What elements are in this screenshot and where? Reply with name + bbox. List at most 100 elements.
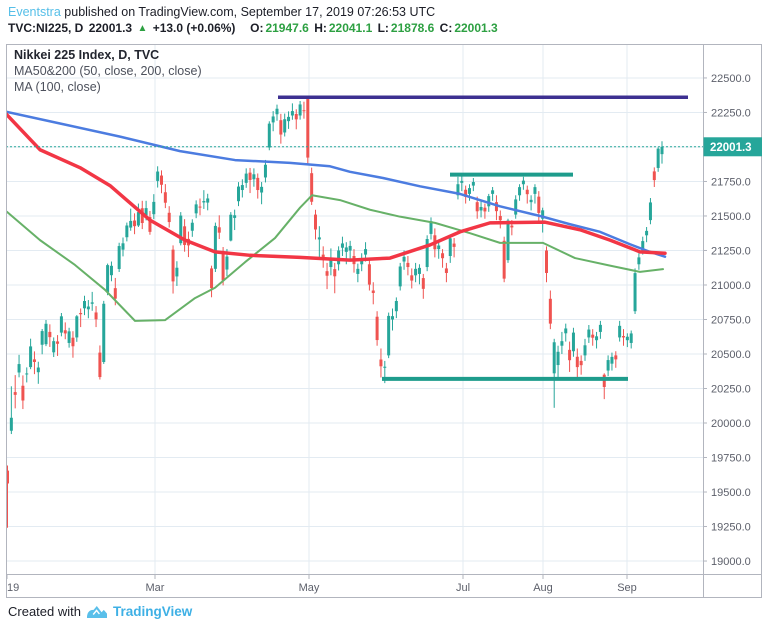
open-label: O: bbox=[250, 21, 264, 35]
published-text: published on TradingView.com, September … bbox=[64, 5, 436, 19]
candle-body bbox=[283, 119, 287, 133]
price-chart: 22500.022250.022000.021750.021500.021250… bbox=[4, 44, 762, 598]
candle-body bbox=[237, 186, 240, 202]
candle-body bbox=[94, 312, 98, 320]
candle-body bbox=[591, 334, 595, 338]
chart-legend: Nikkei 225 Index, D, TVC MA50&200 (50, c… bbox=[14, 47, 202, 95]
publish-info-line: Eventstra published on TradingView.com, … bbox=[8, 5, 435, 19]
chart-frame bbox=[6, 44, 762, 598]
candle-body bbox=[9, 417, 13, 431]
low-value: 21878.6 bbox=[390, 21, 435, 35]
candle-body bbox=[545, 250, 548, 273]
candle-body bbox=[448, 238, 452, 256]
time-tick-label: Mar bbox=[146, 582, 165, 594]
candle-body bbox=[622, 336, 625, 338]
candle-body bbox=[179, 215, 183, 244]
time-tick-label: Sep bbox=[617, 582, 637, 594]
candle-body bbox=[160, 175, 163, 185]
candle-body bbox=[629, 333, 633, 343]
candle-body bbox=[167, 212, 171, 223]
candle-body bbox=[425, 239, 429, 268]
candle-body bbox=[606, 360, 610, 371]
candle-body bbox=[221, 253, 225, 281]
candle-body bbox=[371, 290, 375, 293]
candle-body bbox=[468, 188, 471, 194]
candle-body bbox=[537, 196, 541, 213]
candle-body bbox=[379, 359, 383, 367]
candle-body bbox=[521, 180, 525, 185]
price-tick-label: 19000.0 bbox=[711, 556, 751, 568]
candle-body bbox=[21, 385, 25, 401]
candle-body bbox=[364, 249, 368, 255]
candle-body bbox=[637, 257, 641, 265]
candle-body bbox=[610, 356, 614, 364]
candle-body bbox=[86, 306, 90, 310]
ma50-line bbox=[4, 112, 667, 262]
candle-body bbox=[260, 186, 264, 193]
candle-body bbox=[552, 342, 556, 374]
candle-body bbox=[387, 315, 391, 356]
candle-body bbox=[314, 214, 317, 230]
candle-body bbox=[356, 268, 360, 274]
legend-ma50-200: MA50&200 (50, close, 200, close) bbox=[14, 64, 202, 78]
candle-body bbox=[329, 259, 333, 268]
candle-body bbox=[494, 202, 498, 212]
candle-body bbox=[656, 148, 660, 168]
publisher-link[interactable]: Eventstra bbox=[8, 5, 61, 19]
price-tick-label: 19500.0 bbox=[711, 487, 751, 499]
price-tick-label: 21750.0 bbox=[711, 176, 751, 188]
candle-body bbox=[317, 237, 321, 240]
price-tick-label: 21500.0 bbox=[711, 211, 751, 223]
candle-body bbox=[156, 171, 160, 181]
last-price: 22001.3 bbox=[88, 21, 133, 35]
candle-body bbox=[452, 243, 456, 247]
candle-body bbox=[67, 331, 71, 343]
tradingview-link[interactable]: TradingView bbox=[112, 604, 193, 619]
candle-body bbox=[548, 298, 552, 324]
price-tick-label: 22250.0 bbox=[711, 107, 751, 119]
candle-body bbox=[210, 268, 214, 289]
candle-body bbox=[321, 254, 325, 259]
candle-body bbox=[290, 111, 294, 116]
candle-body bbox=[479, 207, 483, 211]
candle-body bbox=[233, 215, 237, 218]
candle-body bbox=[618, 325, 622, 338]
candle-body bbox=[32, 359, 36, 362]
candle-body bbox=[121, 243, 125, 250]
candle-body bbox=[533, 187, 537, 194]
candle-body bbox=[44, 323, 48, 345]
candle-body bbox=[190, 222, 194, 231]
candle-body bbox=[263, 164, 267, 178]
candle-body bbox=[40, 331, 44, 345]
ma100-line bbox=[6, 194, 664, 322]
open-value: 21947.6 bbox=[265, 21, 309, 35]
candle-body bbox=[487, 196, 491, 207]
price-tick-label: 19750.0 bbox=[711, 453, 751, 465]
candle-body bbox=[648, 202, 652, 221]
candle-body bbox=[441, 253, 445, 259]
candle-body bbox=[109, 265, 113, 276]
candle-body bbox=[248, 172, 252, 180]
candle-body bbox=[148, 217, 152, 232]
candle-body bbox=[633, 273, 637, 312]
candle-body bbox=[29, 346, 33, 368]
price-tick-label: 21250.0 bbox=[711, 245, 751, 257]
candle-body bbox=[194, 204, 198, 214]
candle-body bbox=[583, 345, 587, 356]
candle-body bbox=[518, 187, 522, 196]
low-label: L: bbox=[377, 21, 389, 35]
candle-body bbox=[506, 220, 510, 261]
candle-body bbox=[217, 227, 221, 233]
candle-body bbox=[279, 120, 283, 135]
candle-body bbox=[571, 332, 575, 352]
trend-lines bbox=[278, 95, 688, 381]
candle-body bbox=[568, 349, 572, 361]
candle-body bbox=[144, 208, 148, 216]
candle-body bbox=[437, 245, 441, 250]
candle-body bbox=[510, 225, 514, 228]
ma200-line bbox=[4, 110, 667, 258]
time-axis: 19 Mar May Jul Aug Sep bbox=[6, 574, 637, 594]
candle-body bbox=[229, 214, 233, 241]
candle-body bbox=[525, 189, 529, 195]
